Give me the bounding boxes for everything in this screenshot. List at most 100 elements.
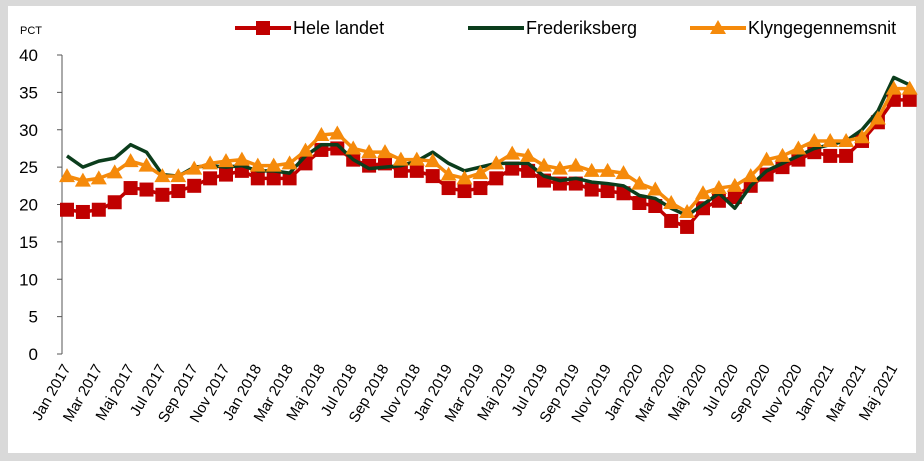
marker xyxy=(885,80,902,95)
legend-label: Frederiksberg xyxy=(526,18,637,38)
marker xyxy=(409,163,424,178)
marker xyxy=(59,168,75,183)
marker xyxy=(361,144,378,159)
marker xyxy=(186,160,203,175)
marker xyxy=(123,181,138,196)
legend-label: Hele landet xyxy=(293,18,384,38)
marker xyxy=(440,166,457,181)
marker xyxy=(75,204,90,219)
marker xyxy=(329,125,346,140)
marker xyxy=(202,155,219,170)
marker xyxy=(408,151,425,166)
marker xyxy=(345,140,362,155)
marker xyxy=(710,20,726,34)
y-tick-label: 25 xyxy=(19,158,38,177)
marker xyxy=(256,21,270,35)
y-tick-label: 40 xyxy=(19,46,38,65)
marker xyxy=(822,132,839,147)
marker xyxy=(457,184,472,199)
marker xyxy=(392,151,409,166)
marker xyxy=(266,171,281,186)
marker xyxy=(695,185,711,200)
marker xyxy=(170,168,187,183)
marker xyxy=(583,162,600,177)
unit-label: PCT xyxy=(20,25,42,37)
marker xyxy=(615,165,632,180)
marker xyxy=(60,202,74,217)
marker xyxy=(647,181,664,196)
marker xyxy=(233,151,250,166)
marker xyxy=(281,155,298,170)
marker xyxy=(663,195,680,210)
marker xyxy=(901,80,918,95)
marker xyxy=(806,132,823,147)
marker xyxy=(504,145,521,160)
legend-label: Klyngegennemsnit xyxy=(748,18,896,38)
marker xyxy=(520,147,537,162)
marker xyxy=(187,178,202,193)
marker xyxy=(680,219,695,234)
marker xyxy=(599,162,616,177)
marker xyxy=(664,213,679,228)
marker xyxy=(869,110,886,125)
marker xyxy=(696,201,710,216)
marker xyxy=(632,196,647,211)
marker xyxy=(839,148,854,163)
marker xyxy=(473,181,488,196)
marker xyxy=(710,180,727,195)
marker xyxy=(139,182,154,197)
marker xyxy=(854,129,870,144)
marker xyxy=(218,153,234,168)
marker xyxy=(265,157,282,172)
marker xyxy=(536,157,552,172)
marker xyxy=(742,168,759,183)
marker xyxy=(823,148,838,163)
marker xyxy=(91,202,106,217)
marker xyxy=(203,171,218,186)
marker xyxy=(250,171,265,186)
marker xyxy=(74,172,91,187)
marker xyxy=(631,175,648,190)
marker xyxy=(489,171,504,186)
plot-panel xyxy=(8,6,916,453)
marker xyxy=(488,155,505,170)
marker xyxy=(171,184,186,199)
marker xyxy=(282,171,297,186)
marker xyxy=(138,157,155,172)
marker xyxy=(90,170,107,185)
y-tick-label: 5 xyxy=(29,308,38,327)
y-tick-label: 10 xyxy=(19,270,38,289)
marker xyxy=(155,187,170,202)
marker xyxy=(758,151,775,166)
marker xyxy=(107,195,122,210)
marker xyxy=(838,132,855,147)
marker xyxy=(106,164,123,179)
marker xyxy=(551,160,568,175)
marker xyxy=(600,184,615,199)
marker xyxy=(774,147,791,162)
marker xyxy=(790,140,807,155)
marker xyxy=(313,126,330,141)
marker xyxy=(726,177,743,192)
marker xyxy=(297,142,314,157)
marker xyxy=(584,182,599,197)
marker xyxy=(424,153,441,168)
marker xyxy=(472,165,489,180)
marker xyxy=(902,92,917,107)
marker xyxy=(567,157,584,172)
marker xyxy=(441,181,456,196)
marker xyxy=(219,167,233,182)
marker xyxy=(377,144,393,159)
marker xyxy=(456,170,473,185)
y-tick-label: 0 xyxy=(29,345,38,364)
y-tick-label: 20 xyxy=(19,196,38,215)
y-tick-label: 15 xyxy=(19,233,38,252)
y-tick-label: 30 xyxy=(19,121,38,140)
marker xyxy=(679,203,696,218)
marker xyxy=(425,169,440,184)
marker xyxy=(122,153,139,168)
marker xyxy=(154,168,171,183)
marker xyxy=(249,157,266,172)
